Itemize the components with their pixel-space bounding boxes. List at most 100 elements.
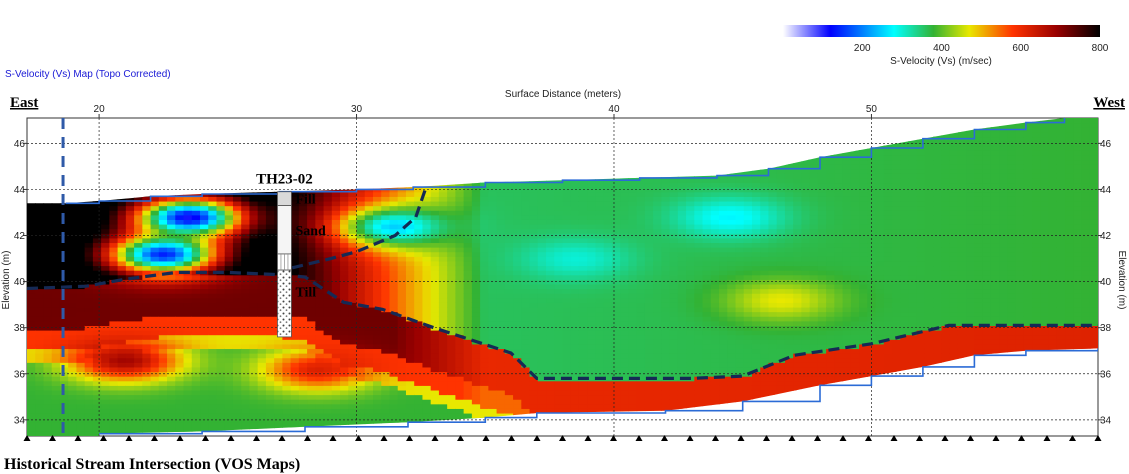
velocity-cell <box>257 237 267 244</box>
velocity-cell <box>257 325 267 331</box>
velocity-cell <box>76 210 86 216</box>
velocity-cell <box>232 283 242 290</box>
velocity-cell <box>447 343 456 350</box>
velocity-cell <box>578 316 588 322</box>
y-tick-label-left: 42 <box>14 231 26 242</box>
velocity-cell <box>125 343 135 350</box>
velocity-cell <box>513 233 522 239</box>
velocity-cell <box>331 330 341 336</box>
velocity-cell <box>84 403 94 409</box>
velocity-cell <box>496 288 506 294</box>
velocity-cell <box>43 389 53 396</box>
velocity-cell <box>241 426 251 432</box>
velocity-cell <box>546 187 555 193</box>
x-tick-label: 50 <box>866 104 878 115</box>
velocity-cell <box>348 311 358 317</box>
velocity-cell <box>84 224 94 230</box>
velocity-cell <box>84 247 94 253</box>
velocity-cell <box>595 256 605 262</box>
velocity-cell <box>257 260 267 267</box>
velocity-cell <box>603 320 613 326</box>
velocity-cell <box>488 339 498 345</box>
velocity-cell <box>414 399 424 405</box>
velocity-cell <box>257 330 267 336</box>
velocity-cell <box>92 228 102 234</box>
velocity-cell <box>183 330 193 336</box>
velocity-cell <box>562 320 572 326</box>
velocity-cell <box>257 247 267 253</box>
velocity-cell <box>134 412 143 419</box>
velocity-cell <box>381 214 391 220</box>
velocity-cell <box>595 214 605 220</box>
velocity-cell <box>438 357 448 363</box>
velocity-cell <box>76 362 86 368</box>
velocity-cell <box>200 306 209 313</box>
velocity-cell <box>364 389 374 396</box>
velocity-cell <box>537 260 547 267</box>
velocity-cell <box>364 334 374 340</box>
velocity-cell <box>158 408 168 414</box>
velocity-cell <box>496 260 506 267</box>
velocity-cell <box>463 357 473 363</box>
velocity-cell <box>488 182 498 188</box>
velocity-cell <box>389 196 399 202</box>
velocity-cell <box>76 214 86 220</box>
velocity-cell <box>603 343 613 350</box>
velocity-cell <box>76 270 86 276</box>
velocity-cell <box>200 283 209 290</box>
velocity-cell <box>51 320 61 326</box>
velocity-cell <box>208 353 218 359</box>
velocity-cell <box>587 302 597 308</box>
velocity-cell <box>570 224 580 230</box>
velocity-cell <box>463 348 473 354</box>
velocity-cell <box>554 256 564 262</box>
velocity-cell <box>488 265 498 271</box>
velocity-cell <box>554 224 564 230</box>
velocity-cell <box>537 408 547 414</box>
velocity-cell <box>142 353 152 359</box>
velocity-cell <box>595 200 605 207</box>
velocity-cell <box>340 311 349 317</box>
velocity-cell <box>414 316 424 322</box>
velocity-cell <box>480 297 489 303</box>
velocity-cell <box>175 265 185 271</box>
velocity-cell <box>513 219 522 225</box>
velocity-cell <box>200 320 209 326</box>
velocity-cell <box>183 265 193 271</box>
velocity-cell <box>471 242 481 248</box>
velocity-cell <box>373 274 382 280</box>
velocity-cell <box>307 228 316 234</box>
velocity-cell <box>224 343 234 350</box>
velocity-cell <box>373 233 382 239</box>
velocity-cell <box>373 371 382 377</box>
velocity-cell <box>455 348 465 354</box>
velocity-cell <box>92 320 102 326</box>
velocity-cell <box>562 394 572 400</box>
velocity-cell <box>348 283 358 290</box>
velocity-cell <box>323 297 333 303</box>
velocity-cell <box>430 288 440 294</box>
velocity-cell <box>381 339 391 345</box>
velocity-cell <box>323 399 333 405</box>
velocity-cell <box>51 219 61 225</box>
velocity-cell <box>158 224 168 230</box>
velocity-cell <box>348 380 358 386</box>
velocity-cell <box>611 228 621 234</box>
velocity-cell <box>611 366 621 373</box>
velocity-cell <box>51 214 61 220</box>
velocity-cell <box>595 283 605 290</box>
velocity-cell <box>537 330 547 336</box>
velocity-cell <box>381 343 391 350</box>
velocity-cell <box>216 343 226 350</box>
velocity-cell <box>587 191 597 197</box>
velocity-cell <box>504 233 514 239</box>
velocity-cell <box>537 389 547 396</box>
velocity-cell <box>298 399 308 405</box>
velocity-cell <box>537 251 547 257</box>
velocity-cell <box>232 293 242 299</box>
velocity-cell <box>546 362 555 368</box>
velocity-cell <box>389 417 399 423</box>
velocity-cell <box>101 357 110 363</box>
velocity-cell <box>603 330 613 336</box>
